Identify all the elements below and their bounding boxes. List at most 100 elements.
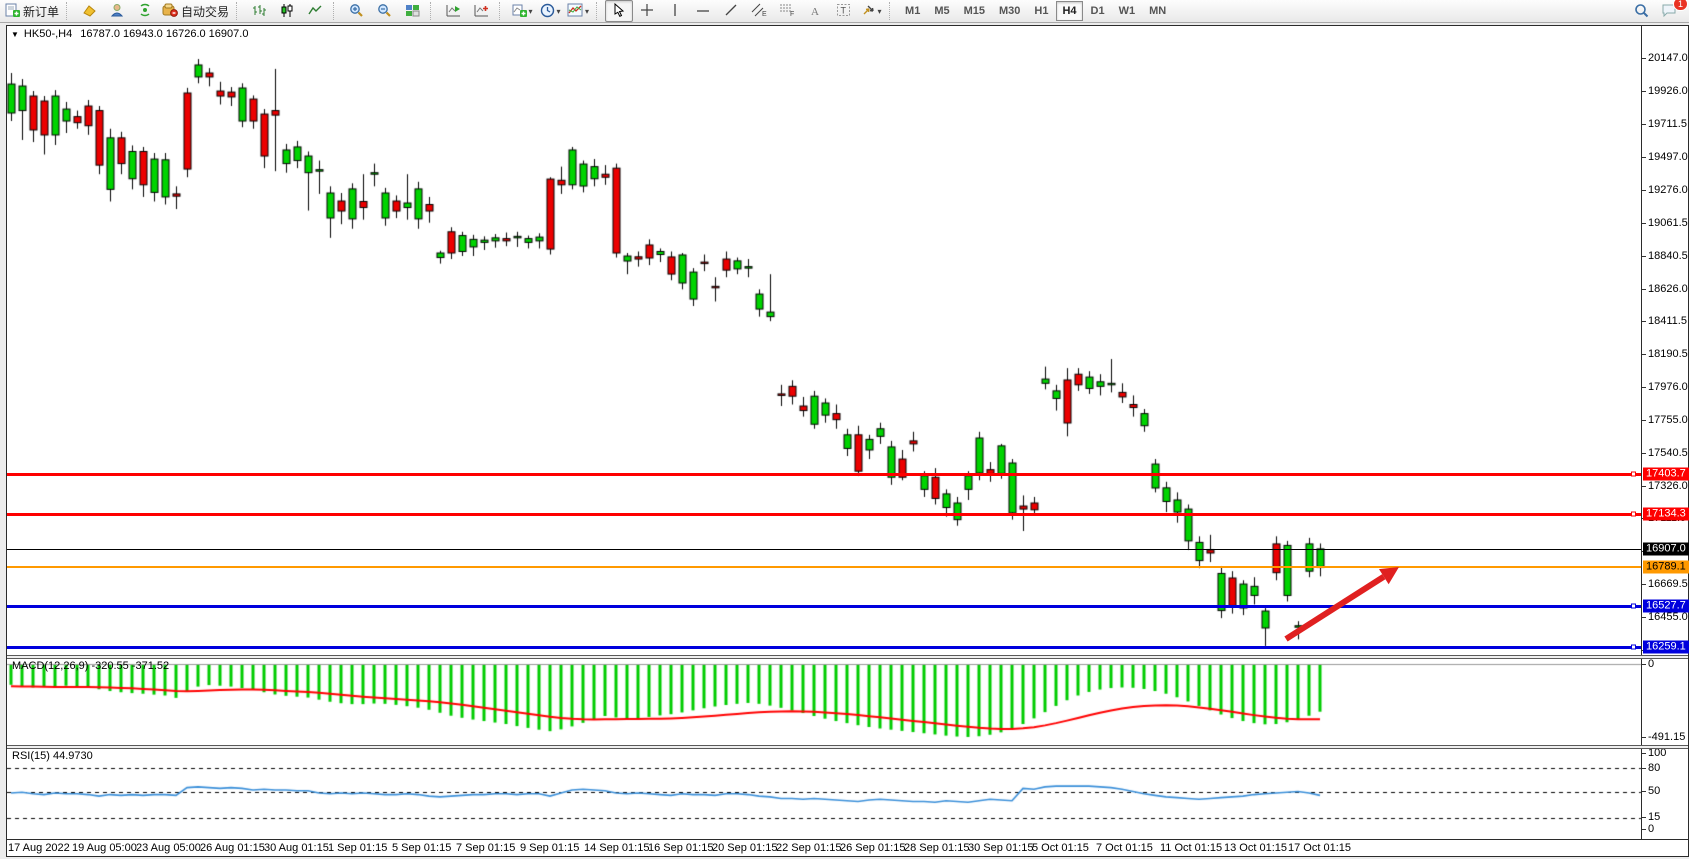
clock-icon — [540, 3, 555, 20]
indicator-tick-label: 50 — [1641, 785, 1661, 797]
hline-handle-support-2[interactable] — [1631, 644, 1636, 650]
candle-chart-button[interactable] — [273, 0, 301, 22]
time-tick-label: 14 Sep 01:15 — [584, 842, 650, 854]
timeframe-button-d1[interactable]: D1 — [1090, 5, 1105, 17]
hline-handle-resistance-1[interactable] — [1631, 471, 1636, 477]
trendline-tool-button[interactable] — [717, 0, 745, 22]
chart-shift-icon — [474, 4, 489, 19]
hline-support-1[interactable] — [7, 605, 1641, 608]
timeframe-button-w1[interactable]: W1 — [1118, 5, 1136, 17]
svg-text:T: T — [840, 6, 846, 16]
price-tick-label: 18626.0 — [1642, 283, 1688, 295]
toolbar-separator — [889, 2, 895, 20]
period-button[interactable]: ▾ — [536, 0, 564, 22]
auto-trading-button[interactable]: 自动交易 — [159, 0, 232, 22]
hline-handle-support-1[interactable] — [1631, 603, 1636, 609]
bar-chart-icon — [252, 4, 267, 19]
timeframe-button-m15[interactable]: M15 — [963, 5, 986, 17]
price-tick-label: 17976.0 — [1642, 381, 1688, 393]
profile-icon — [110, 3, 125, 19]
time-tick-label: 13 Oct 01:15 — [1224, 842, 1287, 854]
svg-text:F: F — [790, 11, 794, 17]
text-label-tool-button[interactable]: T — [829, 0, 857, 22]
timeframe-button-m5[interactable]: M5 — [934, 5, 950, 17]
tile-windows-button[interactable] — [398, 0, 426, 22]
chart-title: ▼ HK50-,H4 16787.0 16943.0 16726.0 16907… — [11, 28, 248, 40]
tile-windows-icon — [405, 4, 420, 19]
collapse-triangle-icon[interactable]: ▼ — [11, 29, 19, 39]
timeframe-button-m30[interactable]: M30 — [999, 5, 1021, 17]
crosshair-icon — [640, 3, 654, 19]
price-tick-label: 17540.5 — [1642, 447, 1688, 459]
new-order-icon — [5, 3, 20, 20]
time-tick-label: 30 Aug 01:15 — [264, 842, 329, 854]
bar-chart-button[interactable] — [245, 0, 273, 22]
indicators-button[interactable]: ▾ — [564, 0, 592, 22]
line-chart-button[interactable] — [301, 0, 329, 22]
search-button[interactable] — [1627, 0, 1655, 22]
profile-button[interactable] — [103, 0, 131, 22]
hline-resistance-1[interactable] — [7, 473, 1641, 476]
rsi-indicator-label: RSI(15) 44.9730 — [12, 750, 93, 762]
notifications-button[interactable]: 1 — [1655, 0, 1688, 22]
new-chart-button[interactable]: ▾ — [508, 0, 536, 22]
shapes-tool-button[interactable]: ▾ — [857, 0, 885, 22]
price-tick-label: 19276.0 — [1642, 184, 1688, 196]
price-label-resistance-1: 17403.7 — [1643, 467, 1689, 481]
text-label-icon: T — [836, 3, 851, 19]
price-tick-label: 16669.5 — [1642, 578, 1688, 590]
time-tick-label: 7 Oct 01:15 — [1096, 842, 1153, 854]
new-order-button[interactable]: 新订单 — [2, 0, 62, 22]
chart-shift-button[interactable] — [467, 0, 495, 22]
auto-trading-icon — [162, 3, 178, 19]
indicator-tick-label: 100 — [1641, 747, 1667, 759]
symbol-period-label: HK50-,H4 — [23, 28, 73, 40]
auto-scroll-button[interactable] — [439, 0, 467, 22]
timeframe-button-m1[interactable]: M1 — [905, 5, 921, 17]
horizontal-line-icon — [696, 5, 710, 18]
rsi-pane-splitter[interactable] — [7, 745, 1688, 749]
ohlc-values-label: 16787.0 16943.0 16726.0 16907.0 — [80, 28, 249, 40]
price-tick-label: 16455.0 — [1642, 611, 1688, 623]
auto-trading-label: 自动交易 — [181, 4, 230, 19]
hline-handle-resistance-2[interactable] — [1631, 511, 1636, 517]
candle-chart-icon — [280, 3, 294, 19]
new-chart-icon — [512, 3, 527, 19]
line-chart-icon — [308, 4, 322, 19]
price-chart-canvas[interactable] — [7, 26, 1688, 856]
zoom-out-button[interactable] — [370, 0, 398, 22]
crosshair-tool-button[interactable] — [633, 0, 661, 22]
hline-support-2[interactable] — [7, 646, 1641, 649]
price-tick-label: 18840.5 — [1642, 250, 1688, 262]
toolbar-separator — [66, 2, 72, 20]
hline-support-orange[interactable] — [7, 566, 1641, 568]
svg-text:A: A — [811, 6, 819, 17]
auto-scroll-icon — [446, 4, 461, 19]
hline-resistance-2[interactable] — [7, 513, 1641, 516]
indicator-tick-label: 0 — [1641, 658, 1655, 670]
toolbar: 新订单 自动交易 ▾ ▾ ▾ — [0, 0, 1689, 23]
cursor-tool-button[interactable] — [605, 0, 634, 22]
channel-tool-button[interactable]: E — [745, 0, 773, 22]
fibonacci-tool-button[interactable]: F — [773, 0, 801, 22]
text-tool-button[interactable]: A — [801, 0, 829, 22]
notification-badge: 1 — [1672, 0, 1688, 11]
timeframe-button-mn[interactable]: MN — [1149, 5, 1167, 17]
timeframe-button-h1[interactable]: H1 — [1034, 5, 1049, 17]
price-tick-label: 18190.5 — [1642, 348, 1688, 360]
hline-current-price[interactable] — [7, 549, 1641, 550]
macd-pane-splitter[interactable] — [7, 655, 1688, 659]
toolbar-separator — [499, 2, 505, 20]
signals-button[interactable] — [131, 0, 159, 22]
timeframe-button-h4[interactable]: H4 — [1056, 1, 1083, 21]
zoom-in-button[interactable] — [342, 0, 370, 22]
price-axis-line — [1641, 26, 1642, 840]
time-tick-label: 26 Sep 01:15 — [840, 842, 906, 854]
text-icon: A — [809, 4, 821, 19]
charts-button[interactable] — [75, 0, 103, 22]
price-tick-label: 18411.5 — [1642, 315, 1687, 327]
zoom-out-icon — [377, 3, 392, 20]
horizontal-line-tool-button[interactable] — [689, 0, 717, 22]
price-label-support-1: 16527.7 — [1643, 599, 1689, 613]
vertical-line-tool-button[interactable] — [661, 0, 689, 22]
